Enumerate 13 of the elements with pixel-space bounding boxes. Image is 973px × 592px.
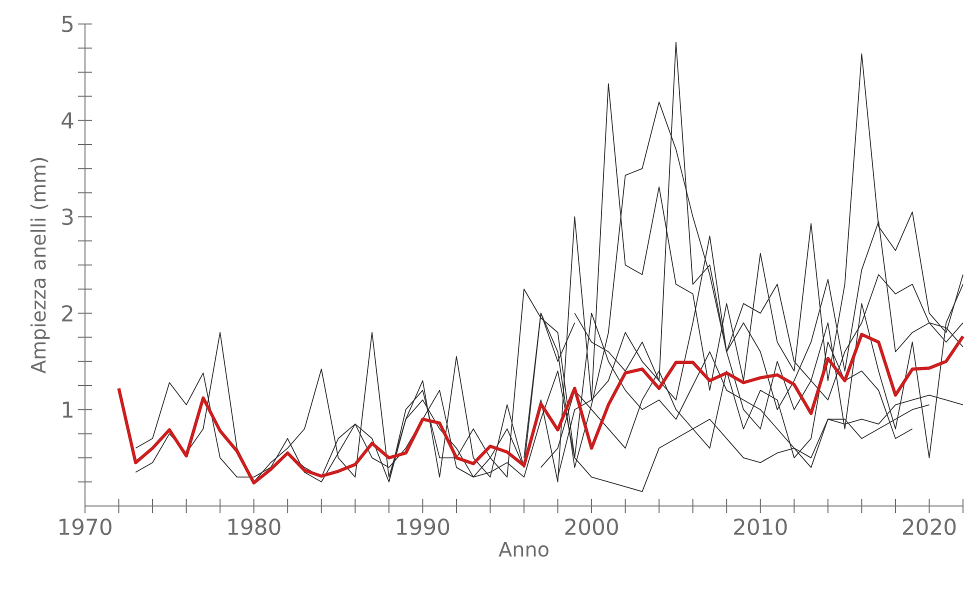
x-tick-label: 1980 <box>228 518 280 536</box>
y-tick-label: 1 <box>62 402 72 418</box>
y-axis-title: Ampiezza anelli (mm) <box>30 158 50 374</box>
y-tick-label: 2 <box>62 305 72 322</box>
y-tick-label: 5 <box>62 16 73 32</box>
x-tick-label: 2010 <box>734 518 787 536</box>
y-tick-label: 3 <box>62 208 73 226</box>
x-axis-title: Anno <box>498 542 548 557</box>
x-tick-label: 2020 <box>902 518 956 536</box>
x-tick-label: 1990 <box>397 518 450 536</box>
x-tick-label: 2000 <box>565 518 618 536</box>
y-tick-label: 4 <box>62 112 74 128</box>
x-tick-label: 1970 <box>60 518 112 536</box>
